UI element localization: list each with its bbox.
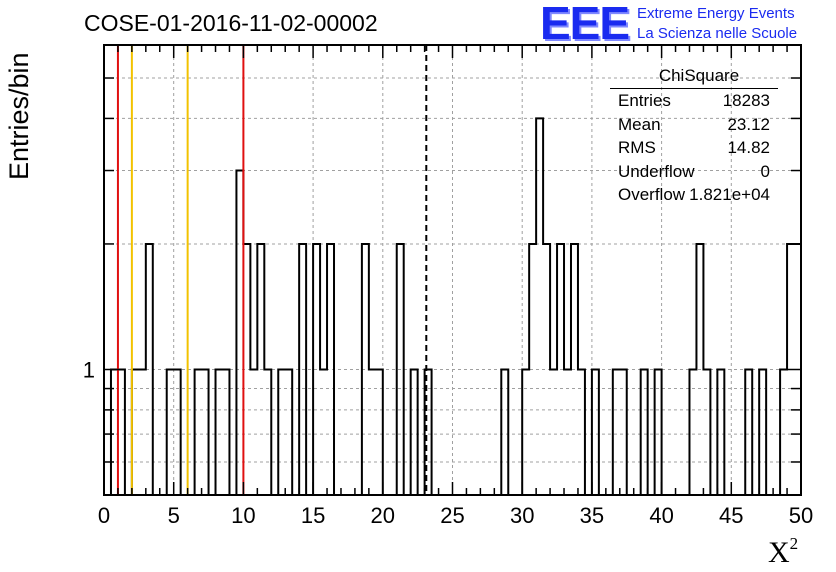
- x-tick-label: 35: [580, 503, 604, 528]
- x-axis-label-superscript: 2: [789, 534, 799, 553]
- x-tick-label: 20: [371, 503, 395, 528]
- stats-box: ChiSquare Entries 18283 Mean 23.12 RMS 14.8…: [610, 66, 778, 209]
- x-tick-label: 30: [510, 503, 534, 528]
- x-axis-label-main: X: [768, 536, 790, 569]
- x-tick-label: 15: [301, 503, 325, 528]
- stats-row: Entries 18283: [610, 91, 778, 115]
- x-tick-label: 45: [719, 503, 743, 528]
- x-tick-label: 0: [98, 503, 110, 528]
- stats-value: 0: [760, 161, 770, 181]
- logo-caption-line1: Extreme Energy Events: [637, 5, 795, 22]
- stats-label: Underflow: [618, 161, 695, 181]
- y-axis-label: Entries/bin: [4, 52, 34, 180]
- x-tick-label: 50: [789, 503, 813, 528]
- logo-caption-line2: La Scienza nelle Scuole: [637, 25, 798, 42]
- y-tick-label: 1: [83, 357, 95, 382]
- stats-value: 23.12: [727, 114, 770, 134]
- stats-label: Entries: [618, 91, 671, 110]
- stats-row: Overflow 1.821e+04: [610, 185, 778, 209]
- stats-label: Mean: [618, 114, 661, 134]
- chart-title: COSE-01-2016-11-02-00002: [84, 10, 378, 36]
- histogram-bin: [236, 171, 243, 495]
- stats-row: Mean 23.12: [610, 115, 778, 139]
- x-axis-label: X2: [768, 534, 799, 570]
- stats-value: 14.82: [727, 138, 770, 157]
- logo-caption: Extreme Energy Events La Scienza nelle S…: [637, 4, 797, 44]
- stats-row: RMS 14.82: [610, 138, 778, 162]
- eee-logo: EEE: [540, 0, 630, 49]
- x-tick-label: 40: [649, 503, 673, 528]
- stats-label: Overflow: [618, 185, 686, 204]
- x-tick-label: 10: [231, 503, 255, 528]
- stats-label: RMS: [618, 138, 656, 157]
- x-tick-label: 5: [168, 503, 180, 528]
- stats-divider: [610, 88, 778, 89]
- stats-value: 1.821e+04: [689, 185, 770, 204]
- stats-row: Underflow 0: [610, 162, 778, 186]
- stats-value: 18283: [722, 91, 770, 110]
- histogram-bin: [536, 118, 543, 495]
- x-tick-label: 25: [440, 503, 464, 528]
- stats-title: ChiSquare: [658, 66, 740, 85]
